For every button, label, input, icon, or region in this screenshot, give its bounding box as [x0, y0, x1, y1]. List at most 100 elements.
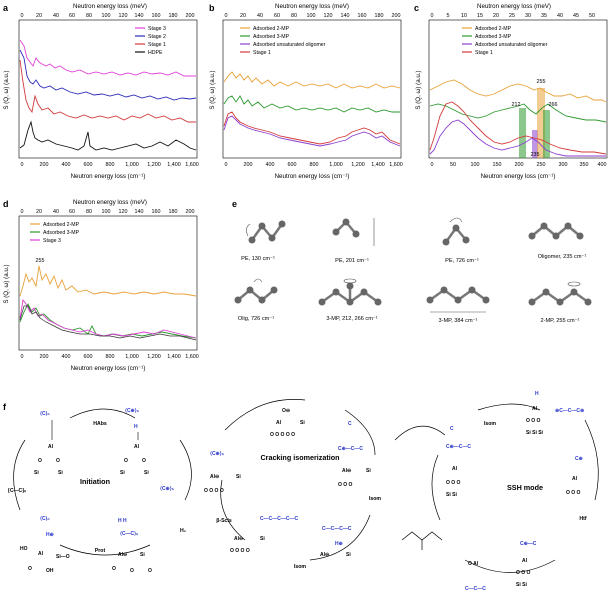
- arrow-label-beta-scis: β-Scis: [216, 518, 232, 524]
- legend-label: Stage 3: [148, 26, 166, 32]
- x-axis-label-c: Neutron energy loss (cm⁻¹): [481, 173, 556, 180]
- top-tick: 35: [541, 13, 547, 19]
- top-tick: 60: [274, 13, 280, 19]
- bottom-tick: 600: [84, 162, 93, 168]
- top-tick: 40: [557, 13, 563, 19]
- svg-text:Si: Si: [140, 552, 145, 558]
- x-axis-label-b: Neutron energy loss (cm⁻¹): [275, 173, 350, 180]
- top-tick: 120: [324, 13, 333, 19]
- top-tick: 140: [135, 13, 144, 19]
- top-tick: 45: [573, 13, 579, 19]
- top-tick: 100: [102, 209, 111, 215]
- svg-text:Al: Al: [572, 476, 578, 482]
- svg-text:Si Si: Si Si: [446, 492, 457, 498]
- svg-text:O Al: O Al: [468, 561, 479, 567]
- bottom-tick: 1,600: [185, 162, 199, 168]
- series-adsorbed-2mp-c: [429, 79, 607, 103]
- molecule-pe-201: [332, 218, 375, 246]
- annotation-255: 255: [537, 79, 546, 85]
- svg-text:H: H: [134, 424, 138, 430]
- bottom-tick: 250: [537, 162, 546, 168]
- legend-label: Adsorbed 3-MP: [475, 34, 512, 40]
- svg-text:Al: Al: [48, 444, 54, 450]
- zeolite-site-right-center: C C⊕—C—C Al⊖ Si O O O: [338, 421, 371, 488]
- bottom-tick: 1,400: [167, 162, 181, 168]
- svg-text:O: O: [56, 458, 60, 464]
- top-tick: 80: [86, 209, 92, 215]
- bottom-tick: 100: [471, 162, 480, 168]
- zeolite-site-top-center: O⊖ Al Si O O O O O: [270, 408, 305, 438]
- svg-text:C⊕—C: C⊕—C: [520, 541, 537, 547]
- top-ticks-c: 0 5 10 15 20 25 30 35 40 45 50: [431, 13, 596, 19]
- series-adsorbed-oligomer-c: [429, 119, 606, 157]
- svg-text:O O O: O O O: [566, 490, 581, 496]
- svg-text:Si: Si: [236, 474, 241, 480]
- highlight-band-212: [519, 108, 526, 158]
- bottom-tick: 150: [493, 162, 502, 168]
- arrow-label-prot: Prot: [95, 548, 106, 554]
- bottom-tick: 800: [106, 162, 115, 168]
- top-tick: 200: [186, 209, 195, 215]
- legend-label: Adsorbed 2-MP: [253, 26, 290, 32]
- top-axis-label-c: Neutron energy loss (meV): [477, 3, 551, 10]
- panel-a: a Neutron energy loss (meV) 0 20 40 60 8…: [3, 3, 199, 180]
- svg-text:Si Si: Si Si: [516, 582, 527, 588]
- legend-label: Stage 1: [148, 42, 166, 48]
- legend-label: Stage 1: [253, 50, 271, 56]
- panel-b: b Neutron energy loss (meV) 0 20 40 60 8…: [209, 3, 403, 180]
- svg-text:O O O: O O O: [526, 418, 541, 424]
- bottom-tick: 400: [62, 162, 71, 168]
- bottom-tick: 300: [559, 162, 568, 168]
- y-axis-label-d: S (Q, ω) (a.u.): [3, 264, 10, 303]
- zeolite-site-1: ⟨C⟩ₙ Al O O Si Si: [34, 411, 63, 476]
- top-tick: 20: [493, 13, 499, 19]
- top-ticks-a: 0 20 40 60 80 100 120 140 160 180 200: [21, 13, 195, 19]
- molecule-pe-726: [442, 217, 470, 246]
- zeolite-site-bottom-left: C—C—C—C—C Al⊖ Si O O O O: [230, 516, 298, 554]
- bottom-tick: 200: [244, 162, 253, 168]
- svg-text:H: H: [535, 391, 539, 397]
- ssh-mode-cycle: SSH mode Isom Htf H Al O O O Si Si Si C …: [401, 391, 599, 592]
- annotation-212: 212: [512, 102, 521, 108]
- series-stage-1: [19, 59, 196, 123]
- svg-text:C⊕—C—C: C⊕—C—C: [338, 446, 363, 452]
- polymer-chain-initiation: ⁅C—C⁆ₙ: [8, 488, 26, 494]
- zeolite-site-ssh-top: H Al O O O Si Si Si: [526, 391, 544, 436]
- svg-text:Al: Al: [452, 466, 458, 472]
- series-adsorbed-2mp: [223, 71, 401, 89]
- plot-frame-b: [222, 19, 402, 159]
- svg-text:O: O: [28, 566, 32, 572]
- isopentane: [401, 531, 443, 550]
- panel-letter-a: a: [3, 3, 9, 13]
- annotation-235: 235: [531, 152, 540, 158]
- top-tick: 40: [257, 13, 263, 19]
- top-tick: 80: [86, 13, 92, 19]
- svg-text:Al⊖: Al⊖: [210, 474, 219, 480]
- legend-d: Adsorbed 2-MP Adsorbed 3-MP Stage 3: [30, 222, 80, 244]
- bottom-tick: 200: [515, 162, 524, 168]
- x-axis-label-d: Neutron energy loss (cm⁻¹): [71, 365, 146, 372]
- top-axis-label-b: Neutron energy loss (meV): [275, 3, 349, 10]
- legend-label: Stage 2: [148, 34, 166, 40]
- svg-text:Al: Al: [276, 420, 282, 426]
- plot-frame-a: [18, 19, 198, 159]
- svg-text:O O O: O O O: [338, 482, 353, 488]
- bottom-tick: 1,400: [371, 162, 385, 168]
- molecule-oligomer-235: [528, 222, 584, 240]
- arrow-label-habs: HAbs: [93, 421, 107, 427]
- legend-label: HDPE: [148, 50, 163, 56]
- caption-pe-201: PE, 201 cm⁻¹: [335, 258, 369, 264]
- y-axis-label-a: S (Q, ω) (a.u.): [3, 70, 10, 109]
- bottom-ticks-a: 0 200 400 600 800 1,000 1,200 1,400 1,60…: [21, 162, 199, 168]
- svg-text:C: C: [348, 421, 352, 427]
- panel-letter-f: f: [3, 402, 7, 412]
- svg-text:⟨C⊕⟩ₙ: ⟨C⊕⟩ₙ: [160, 486, 174, 492]
- top-tick: 160: [152, 13, 161, 19]
- cycle-label-ssh-mode: SSH mode: [507, 483, 543, 492]
- svg-text:Si: Si: [300, 420, 305, 426]
- top-tick: 40: [53, 13, 59, 19]
- caption-3mp-212-266: 3-MP, 212, 266 cm⁻¹: [326, 316, 377, 322]
- svg-text:O: O: [112, 566, 116, 572]
- molecule-2mp-255: [528, 281, 592, 306]
- svg-text:O O O O: O O O O: [204, 488, 224, 494]
